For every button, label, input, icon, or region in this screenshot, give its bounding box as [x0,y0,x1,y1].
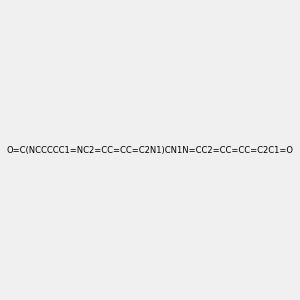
Text: O=C(NCCCCC1=NC2=CC=CC=C2N1)CN1N=CC2=CC=CC=C2C1=O: O=C(NCCCCC1=NC2=CC=CC=C2N1)CN1N=CC2=CC=C… [7,146,293,154]
